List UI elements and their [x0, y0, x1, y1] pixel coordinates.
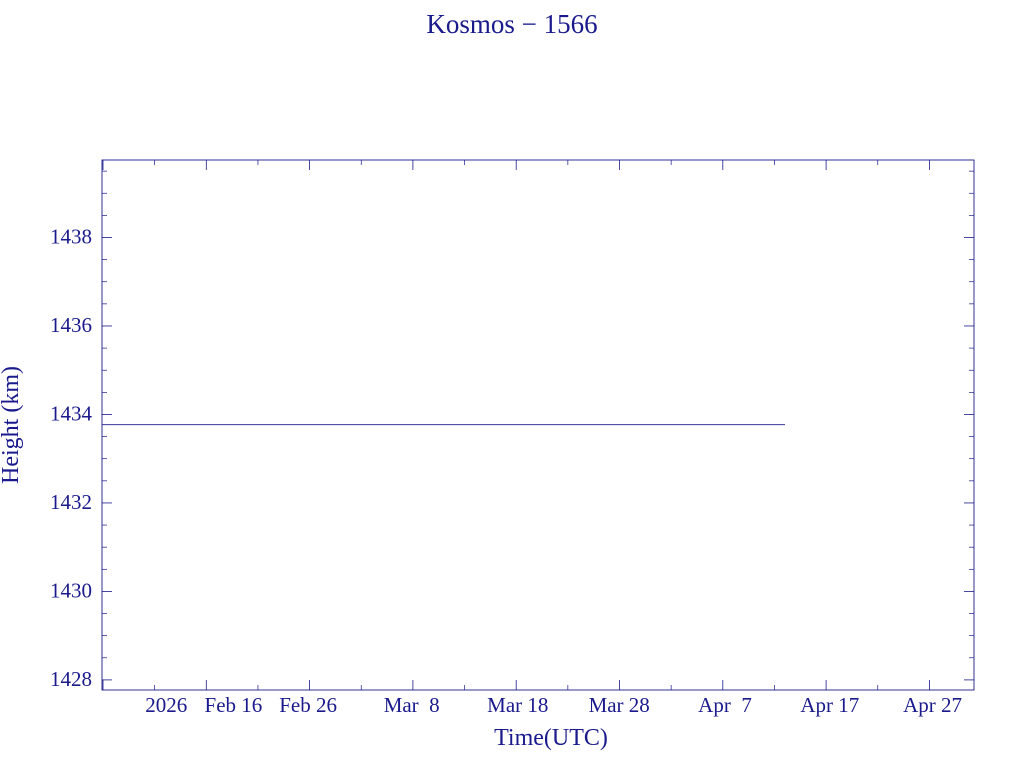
- svg-text:Mar 18: Mar 18: [487, 693, 548, 717]
- svg-text:1432: 1432: [50, 490, 92, 514]
- svg-text:Feb 26: Feb 26: [279, 693, 337, 717]
- svg-text:1438: 1438: [50, 225, 92, 249]
- svg-text:Mar 28: Mar 28: [589, 693, 650, 717]
- svg-text:Apr 27: Apr 27: [903, 693, 962, 717]
- svg-text:Time(UTC): Time(UTC): [494, 725, 608, 751]
- svg-text:Height (km): Height (km): [0, 366, 24, 484]
- svg-text:1428: 1428: [50, 667, 92, 691]
- svg-text:1434: 1434: [50, 401, 93, 425]
- svg-text:Feb 16: Feb 16: [205, 693, 263, 717]
- svg-text:1430: 1430: [50, 578, 92, 602]
- svg-text:Apr 17: Apr 17: [800, 693, 859, 717]
- svg-text:Mar 8: Mar 8: [384, 693, 440, 717]
- svg-text:1436: 1436: [50, 313, 92, 337]
- svg-text:2026: 2026: [145, 693, 187, 717]
- svg-text:Kosmos − 1566: Kosmos − 1566: [426, 9, 597, 39]
- svg-text:Apr 7: Apr 7: [698, 693, 752, 717]
